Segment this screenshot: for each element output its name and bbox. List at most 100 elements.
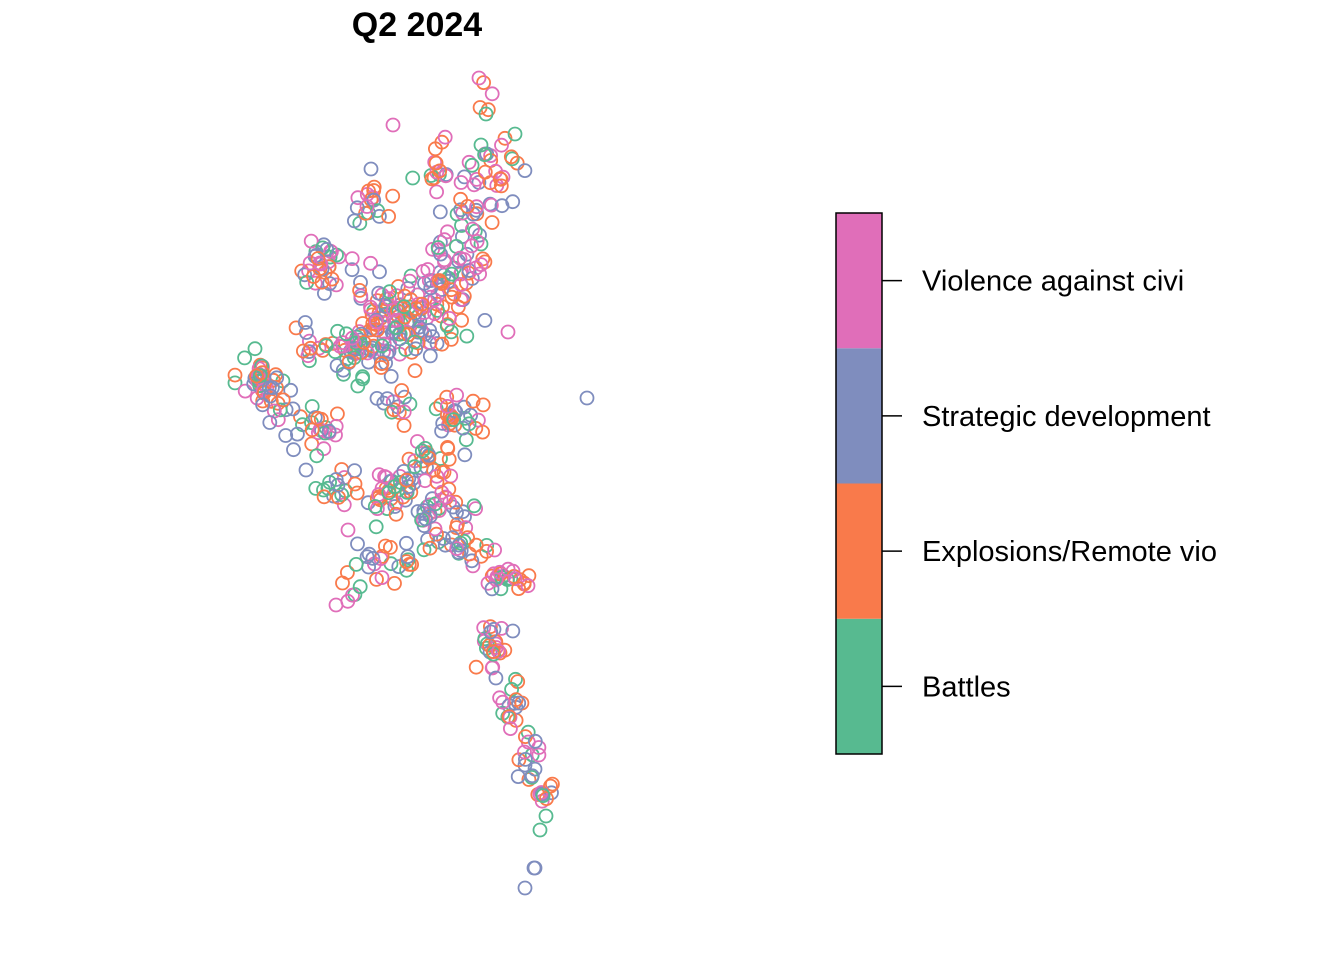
event-point bbox=[535, 788, 551, 803]
event-point bbox=[237, 350, 253, 366]
event-point bbox=[324, 271, 340, 287]
event-point bbox=[270, 412, 286, 428]
event-point bbox=[417, 440, 433, 456]
event-point bbox=[507, 126, 523, 142]
event-point bbox=[452, 250, 468, 266]
event-point bbox=[338, 326, 354, 342]
event-point bbox=[249, 368, 264, 384]
event-point bbox=[441, 310, 457, 326]
event-point bbox=[442, 494, 458, 510]
event-point bbox=[488, 572, 504, 588]
event-point bbox=[349, 485, 365, 501]
event-point bbox=[471, 70, 487, 86]
event-point bbox=[371, 285, 387, 301]
chart-title: Q2 2024 bbox=[352, 6, 483, 44]
event-point bbox=[466, 498, 482, 514]
event-point bbox=[330, 477, 346, 493]
event-point bbox=[488, 670, 504, 686]
event-point bbox=[427, 306, 443, 322]
event-point bbox=[389, 312, 405, 328]
event-point bbox=[517, 880, 533, 896]
event-point bbox=[427, 496, 443, 512]
event-point bbox=[508, 671, 523, 687]
event-point bbox=[382, 284, 398, 300]
event-point bbox=[355, 369, 371, 385]
event-point bbox=[344, 251, 360, 267]
event-point bbox=[478, 106, 494, 122]
event-point bbox=[416, 542, 432, 558]
event-point bbox=[449, 387, 465, 403]
event-point bbox=[437, 129, 453, 145]
event-points bbox=[227, 70, 595, 896]
event-point bbox=[397, 288, 413, 304]
event-point bbox=[444, 266, 460, 282]
event-point bbox=[433, 397, 449, 413]
event-point bbox=[316, 441, 332, 457]
event-point bbox=[473, 137, 489, 153]
event-point bbox=[446, 412, 462, 428]
event-point bbox=[365, 551, 381, 566]
event-point bbox=[511, 695, 527, 711]
legend: Battles Explosions/Remote vio Strategic de… bbox=[835, 212, 1217, 755]
event-point bbox=[527, 860, 543, 876]
event-point bbox=[420, 262, 436, 277]
event-point bbox=[332, 338, 348, 354]
event-point bbox=[527, 761, 543, 777]
event-point bbox=[493, 178, 509, 194]
event-point bbox=[368, 519, 384, 535]
event-point bbox=[439, 398, 455, 414]
event-point bbox=[418, 446, 434, 462]
event-point bbox=[473, 236, 489, 252]
event-point bbox=[424, 171, 440, 187]
event-point bbox=[262, 415, 278, 430]
event-point bbox=[428, 401, 444, 417]
event-point bbox=[308, 480, 324, 496]
event-point bbox=[494, 621, 509, 636]
event-point bbox=[466, 177, 482, 193]
event-point bbox=[432, 204, 448, 220]
event-point bbox=[468, 537, 484, 553]
event-point bbox=[341, 354, 357, 370]
event-point bbox=[352, 282, 368, 298]
event-point bbox=[469, 233, 485, 249]
event-point bbox=[430, 302, 445, 318]
event-point bbox=[381, 208, 397, 224]
event-point bbox=[449, 520, 464, 535]
event-point bbox=[386, 302, 401, 318]
event-point bbox=[434, 336, 450, 352]
event-point bbox=[429, 184, 445, 200]
event-point bbox=[255, 397, 271, 413]
event-point bbox=[349, 200, 365, 216]
event-point bbox=[363, 299, 378, 315]
event-point bbox=[461, 154, 477, 170]
event-point bbox=[483, 624, 499, 640]
event-point bbox=[538, 808, 554, 824]
event-point bbox=[377, 538, 393, 554]
event-point bbox=[369, 501, 385, 517]
event-point bbox=[359, 549, 375, 565]
event-point bbox=[469, 199, 485, 215]
event-point bbox=[453, 277, 469, 293]
event-point bbox=[483, 197, 499, 213]
event-point bbox=[348, 557, 364, 572]
event-point bbox=[283, 382, 299, 398]
event-point bbox=[367, 499, 383, 514]
event-point bbox=[532, 822, 548, 838]
event-point bbox=[396, 299, 412, 315]
event-point bbox=[420, 532, 436, 547]
legend-swatch bbox=[836, 348, 882, 484]
event-point bbox=[389, 320, 404, 336]
event-point bbox=[447, 403, 463, 418]
legend-label: Explosions/Remote vio bbox=[922, 536, 1217, 568]
event-point bbox=[303, 233, 319, 249]
event-point bbox=[427, 141, 443, 157]
event-point bbox=[579, 390, 595, 406]
event-point bbox=[416, 503, 432, 518]
event-point bbox=[518, 752, 533, 767]
event-point bbox=[494, 137, 509, 153]
event-point bbox=[460, 198, 475, 214]
event-point bbox=[477, 147, 493, 163]
event-point bbox=[485, 644, 501, 659]
event-point bbox=[434, 484, 450, 500]
event-point bbox=[500, 561, 516, 577]
